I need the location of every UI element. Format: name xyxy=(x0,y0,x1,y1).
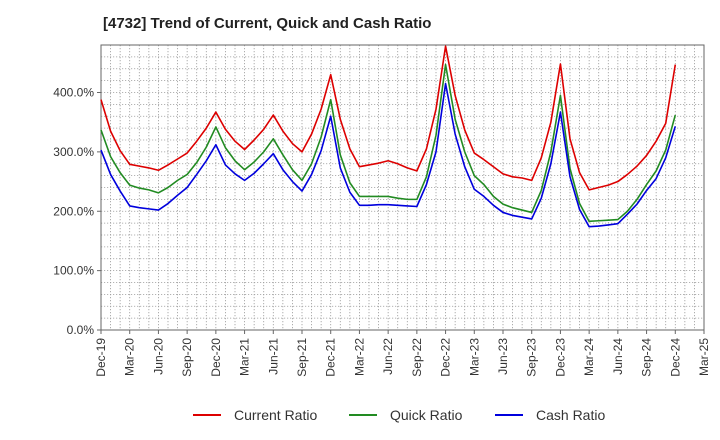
y-tick-label: 100.0% xyxy=(53,264,94,278)
axes: 0.0% 100.0% 200.0% 300.0% 400.0% Dec-19 Mar-20… xyxy=(53,44,711,377)
x-tick-label: Jun-22 xyxy=(381,338,395,375)
quick-ratio-line xyxy=(100,63,677,223)
x-tick-label: Jun-24 xyxy=(611,338,625,375)
x-tick-label: Dec-19 xyxy=(94,338,108,377)
x-tick-label: Mar-25 xyxy=(697,338,711,376)
x-tick-label: Sep-24 xyxy=(640,338,654,377)
x-tick-label: Jun-23 xyxy=(496,338,510,375)
series-layer xyxy=(100,45,677,228)
grid xyxy=(100,45,705,330)
x-tick-label: Sep-22 xyxy=(410,338,424,377)
current-ratio-line xyxy=(100,45,677,191)
y-tick-label: 0.0% xyxy=(67,323,95,337)
x-tick-label: Mar-21 xyxy=(238,338,252,376)
plot-frame xyxy=(100,44,705,331)
x-tick-label: Dec-20 xyxy=(209,338,223,377)
x-tick-label: Jun-20 xyxy=(151,338,165,375)
current-ratio-legend-label: Current Ratio xyxy=(234,407,317,423)
x-tick-label: Mar-22 xyxy=(352,338,366,376)
x-tick-label: Sep-23 xyxy=(525,338,539,377)
x-tick-label: Sep-20 xyxy=(180,338,194,377)
x-tick-label: Jun-21 xyxy=(266,338,280,375)
x-tick-label: Mar-20 xyxy=(123,338,137,376)
x-tick-label: Sep-21 xyxy=(295,338,309,377)
legend: Current Ratio Quick Ratio Cash Ratio xyxy=(193,407,605,423)
x-tick-label: Dec-21 xyxy=(324,338,338,377)
x-tick-label: Dec-24 xyxy=(668,338,682,377)
chart-title: [4732] Trend of Current, Quick and Cash … xyxy=(103,15,432,32)
x-tick-label: Dec-22 xyxy=(439,338,453,377)
cash-ratio-legend-label: Cash Ratio xyxy=(536,407,605,423)
y-tick-label: 200.0% xyxy=(53,204,94,218)
x-tick-label: Mar-24 xyxy=(582,338,596,376)
x-tick-label: Dec-23 xyxy=(553,338,567,377)
cash-ratio-line xyxy=(100,82,677,228)
y-tick-label: 400.0% xyxy=(53,86,94,100)
quick-ratio-legend-label: Quick Ratio xyxy=(390,407,463,423)
y-tick-label: 300.0% xyxy=(53,145,94,159)
x-tick-label: Mar-23 xyxy=(467,338,481,376)
